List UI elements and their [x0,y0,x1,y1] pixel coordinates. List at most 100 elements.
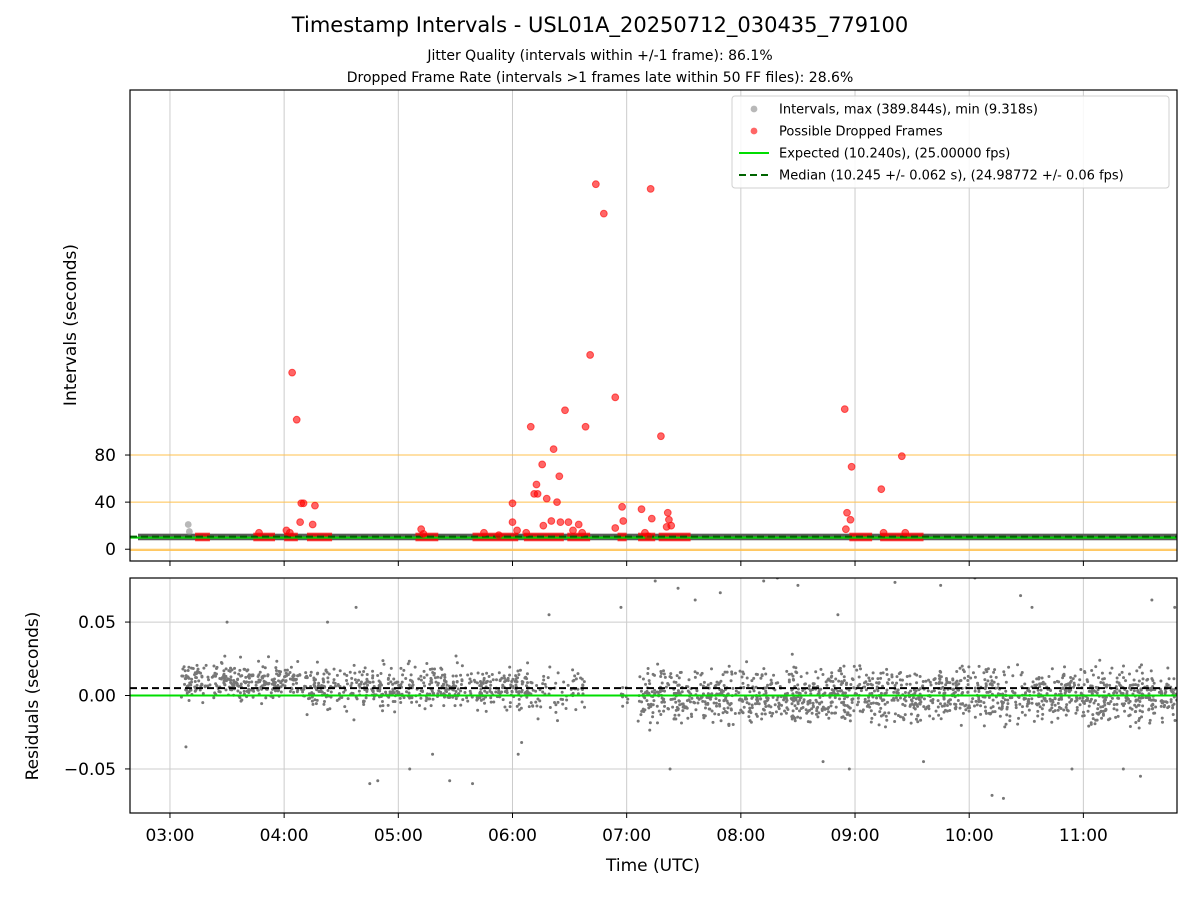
residual-point [224,674,228,678]
residual-point [891,681,895,685]
residual-point [408,678,412,682]
dropped-frame-point [480,528,488,537]
residual-point [497,671,501,675]
residual-point [376,779,380,783]
residual-point [1150,677,1154,681]
top-y-tick-label: 80 [94,446,116,466]
residual-point [1050,720,1054,724]
residual-point [514,683,518,687]
residual-point [1092,689,1096,693]
residual-point [484,709,488,713]
residual-point [490,673,494,677]
residual-point [239,655,243,659]
dropped-frame-point [657,432,665,441]
residual-point [909,712,913,716]
residual-point [748,690,752,694]
residual-point [1025,704,1029,708]
residual-point [1121,691,1125,695]
residual-point [661,669,665,673]
residual-point [410,696,414,700]
residual-point [677,713,681,717]
residual-point [836,689,840,693]
residual-point [754,685,758,689]
residual-point [182,665,186,669]
residual-point [659,670,663,674]
residual-point [791,709,795,713]
residual-point [879,671,883,675]
residual-point [1053,703,1057,707]
residual-point [693,675,697,679]
residual-point [1077,683,1081,687]
residual-point [505,689,509,693]
residual-point [830,711,834,715]
dropped-frame-point [539,521,548,530]
residual-point [442,704,446,708]
bottom-x-tick-label: 08:00 [716,826,765,846]
residual-point [1065,708,1069,712]
residual-point [399,666,403,670]
residual-point [834,705,838,709]
residual-point [381,704,385,708]
residual-point [1101,677,1105,681]
residual-point [973,689,977,693]
residual-point [898,715,902,719]
residual-point [873,712,877,716]
residual-point [1075,695,1079,699]
residual-point [308,673,312,677]
residual-point [972,704,976,708]
residual-point [676,683,680,687]
residual-point [1124,699,1128,703]
residual-point [1043,682,1047,686]
residual-point [866,703,870,707]
residual-point [867,676,871,680]
residual-point [840,701,844,705]
dropped-frame-point [644,532,653,541]
residual-point [663,704,667,708]
residual-point [1118,673,1122,677]
residual-point [815,709,819,713]
residual-point [378,687,382,691]
residual-point [680,690,684,694]
residual-point [304,671,308,675]
residual-point [542,678,546,682]
residual-point [707,707,711,711]
residual-point [258,670,262,674]
residual-point [1036,688,1040,692]
top-y-axis-label: Intervals (seconds) [61,244,81,406]
residual-point [1023,682,1027,686]
residual-point [868,705,872,709]
residual-point [645,699,649,703]
residual-point [1104,698,1108,702]
residual-point [976,683,980,687]
residual-point [646,667,650,671]
residual-point [695,671,699,675]
residual-point [428,667,432,671]
residual-point [460,678,464,682]
residual-point [433,676,437,680]
residual-point [881,671,885,675]
residual-point [815,700,819,704]
residual-point [1110,696,1114,700]
residual-point [1017,696,1021,700]
residual-point [1006,698,1010,702]
residual-point [1159,679,1163,683]
residual-point [639,713,643,717]
residual-point [677,699,681,703]
residual-point [987,696,991,700]
residual-point [267,681,271,685]
residual-point [657,709,661,713]
residual-point [992,670,996,674]
residual-point [1081,714,1085,718]
residual-point [1139,688,1143,692]
residual-point [492,700,496,704]
residual-point [672,717,676,721]
residual-point [411,680,415,684]
residual-point [521,680,525,684]
dropped-frame-point [619,517,628,525]
residual-point [515,704,519,708]
residual-point [1003,725,1007,729]
residual-point [183,682,187,686]
residual-point [845,681,849,685]
residual-point [721,673,725,677]
residual-point [676,689,680,693]
